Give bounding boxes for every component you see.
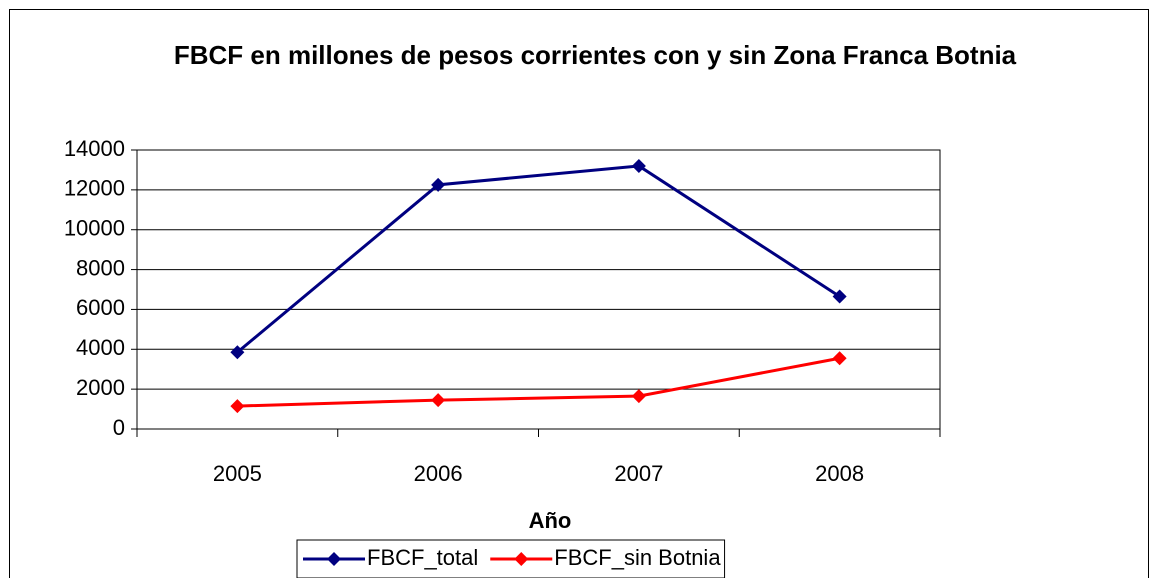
y-tick-label: 12000 bbox=[64, 176, 125, 201]
legend-label: FBCF_sin Botnia bbox=[554, 545, 721, 570]
y-tick-label: 2000 bbox=[76, 375, 125, 400]
x-tick-label: 2005 bbox=[213, 461, 262, 486]
series-line bbox=[237, 356, 840, 408]
chart-title: FBCF en millones de pesos corrientes con… bbox=[173, 40, 1017, 70]
y-tick-label: 6000 bbox=[76, 295, 125, 320]
x-axis-title: Año bbox=[529, 508, 572, 533]
y-tick-label: 0 bbox=[113, 415, 125, 440]
y-tick-label: 8000 bbox=[76, 255, 125, 280]
x-tick-label: 2008 bbox=[815, 461, 864, 486]
x-tick-label: 2006 bbox=[414, 461, 463, 486]
legend-label: FBCF_total bbox=[367, 545, 478, 570]
data-point bbox=[230, 399, 245, 414]
x-tick-label: 2007 bbox=[614, 461, 663, 486]
y-tick-label: 14000 bbox=[64, 136, 125, 161]
y-tick-label: 4000 bbox=[76, 335, 125, 360]
data-point bbox=[631, 158, 646, 173]
legend-marker bbox=[327, 552, 341, 566]
data-point bbox=[431, 393, 446, 408]
data-point bbox=[631, 389, 646, 404]
data-point bbox=[230, 345, 245, 360]
y-tick-label: 10000 bbox=[64, 216, 125, 241]
legend-marker bbox=[514, 552, 529, 566]
data-point bbox=[832, 289, 847, 304]
data-point bbox=[431, 177, 446, 192]
data-point bbox=[832, 351, 847, 366]
series-line bbox=[236, 164, 841, 354]
plot-area bbox=[136, 149, 941, 430]
